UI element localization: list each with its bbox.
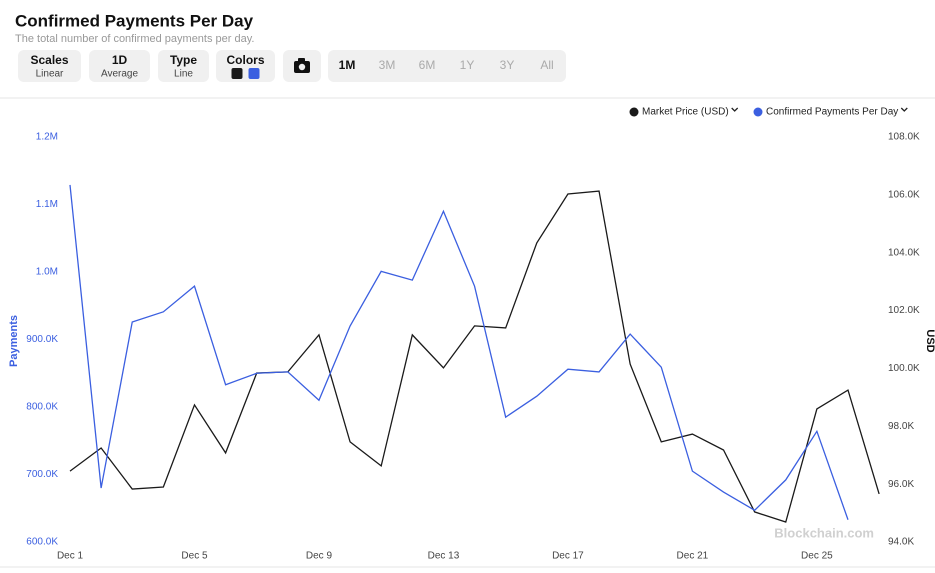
range-button[interactable]: 6M — [419, 58, 436, 72]
x-tick-label: Dec 13 — [428, 551, 460, 562]
y2-tick-label: 102.0K — [888, 305, 920, 316]
control-button[interactable] — [18, 50, 81, 82]
x-tick-label: Dec 1 — [57, 551, 84, 562]
x-tick-label: Dec 21 — [677, 551, 709, 562]
control-value: Average — [101, 69, 139, 80]
y2-tick-label: 96.0K — [888, 479, 914, 490]
chart-subtitle: The total number of confirmed payments p… — [15, 33, 254, 45]
y2-axis-title: USD — [924, 329, 935, 352]
range-button[interactable]: 3M — [379, 58, 396, 72]
color-swatch — [231, 68, 243, 79]
legend-dot[interactable] — [753, 107, 763, 117]
y-tick-label: 900.0K — [26, 334, 58, 345]
legend-label[interactable]: Market Price (USD) — [642, 107, 729, 118]
control-label: Colors — [226, 53, 264, 67]
x-tick-label: Dec 17 — [552, 551, 584, 562]
legend-label[interactable]: Confirmed Payments Per Day — [766, 107, 898, 118]
y2-tick-label: 106.0K — [888, 189, 920, 200]
series-line — [69, 184, 849, 520]
control-button[interactable] — [216, 50, 275, 82]
color-swatch — [248, 68, 260, 79]
y-tick-label: 800.0K — [26, 402, 58, 413]
y2-tick-label: 94.0K — [888, 537, 914, 548]
x-tick-label: Dec 9 — [306, 551, 333, 562]
legend-dot[interactable] — [629, 107, 639, 117]
y2-tick-label: 100.0K — [888, 363, 920, 374]
legend-chevron — [731, 107, 739, 112]
control-label: Type — [170, 53, 197, 67]
camera-icon — [294, 58, 310, 73]
y-tick-label: 700.0K — [26, 469, 58, 480]
y-tick-label: 1.1M — [36, 199, 58, 210]
control-button[interactable] — [89, 50, 150, 82]
y-tick-label: 600.0K — [26, 537, 58, 548]
x-tick-label: Dec 5 — [181, 551, 208, 562]
x-tick-label: Dec 25 — [801, 551, 833, 562]
control-button[interactable] — [158, 50, 209, 82]
range-group — [328, 50, 566, 82]
control-value: Linear — [36, 69, 64, 80]
range-button[interactable]: 1M — [339, 58, 356, 72]
range-button[interactable]: All — [540, 58, 553, 72]
range-button[interactable]: 3Y — [500, 58, 515, 72]
y2-tick-label: 98.0K — [888, 421, 914, 432]
y-axis-title: Payments — [8, 315, 20, 367]
control-label: 1D — [112, 53, 128, 67]
y-tick-label: 1.2M — [36, 132, 58, 143]
range-button[interactable]: 1Y — [460, 58, 475, 72]
y2-tick-label: 108.0K — [888, 132, 920, 143]
control-label: Scales — [30, 53, 68, 67]
series-line — [69, 190, 880, 523]
y2-tick-label: 104.0K — [888, 247, 920, 258]
chart-title: Confirmed Payments Per Day — [15, 11, 254, 30]
watermark: Blockchain.com — [774, 525, 874, 540]
control-value: Line — [174, 69, 193, 80]
y-tick-label: 1.0M — [36, 267, 58, 278]
legend-chevron — [900, 107, 908, 112]
